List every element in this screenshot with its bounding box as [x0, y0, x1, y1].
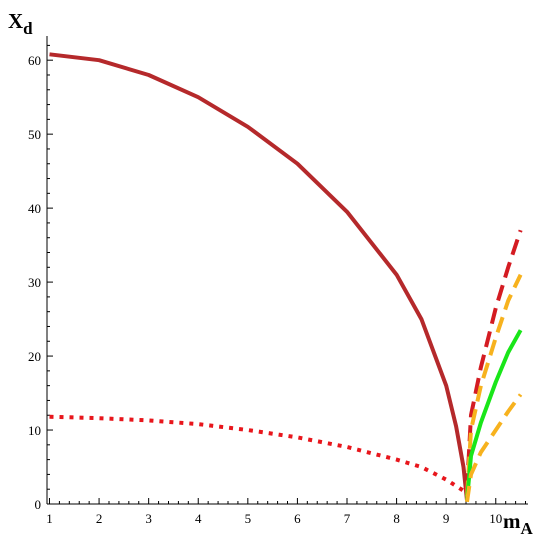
- series-lower-dotted: [49, 414, 465, 493]
- x-tick-label: 10: [489, 511, 502, 526]
- x-tick-label: 9: [443, 511, 450, 526]
- y-tick-label: 60: [28, 53, 41, 68]
- x-axis-title-main: m: [503, 509, 521, 533]
- series-upper-solid: [49, 52, 469, 501]
- y-tick-label: 40: [28, 201, 41, 216]
- series-layer: [49, 52, 523, 503]
- x-axis-title-sub: A: [521, 519, 534, 538]
- x-tick-label: 5: [245, 511, 252, 526]
- x-tick-label: 8: [393, 511, 400, 526]
- series-right-solid-green: [465, 329, 523, 501]
- x-tick-label: 6: [294, 511, 301, 526]
- y-tick-label: 0: [35, 497, 42, 512]
- x-axis-title: mA: [503, 509, 534, 538]
- y-axis-title: Xd: [8, 9, 33, 38]
- series-right-dashed-orange-lower: [465, 393, 523, 503]
- y-axis-title-main: X: [8, 9, 23, 33]
- y-tick-label: 50: [28, 127, 41, 142]
- series-right-dashed-red: [465, 229, 523, 490]
- y-tick-label: 10: [28, 423, 41, 438]
- y-tick-label: 20: [28, 349, 41, 364]
- minor-ticks: [47, 44, 527, 504]
- x-tick-label: 7: [344, 511, 351, 526]
- y-tick-label: 30: [28, 275, 41, 290]
- y-axis-title-sub: d: [23, 19, 33, 38]
- x-ticks: 1 2 3 4 5 6 7 8 9 10: [46, 498, 502, 526]
- x-tick-label: 3: [145, 511, 152, 526]
- x-tick-label: 4: [195, 511, 202, 526]
- x-tick-label: 2: [96, 511, 103, 526]
- y-ticks: 0 10 20 30 40 50 60: [28, 53, 53, 512]
- x-tick-label: 1: [46, 511, 53, 526]
- series-right-dashed-orange-upper: [465, 273, 523, 497]
